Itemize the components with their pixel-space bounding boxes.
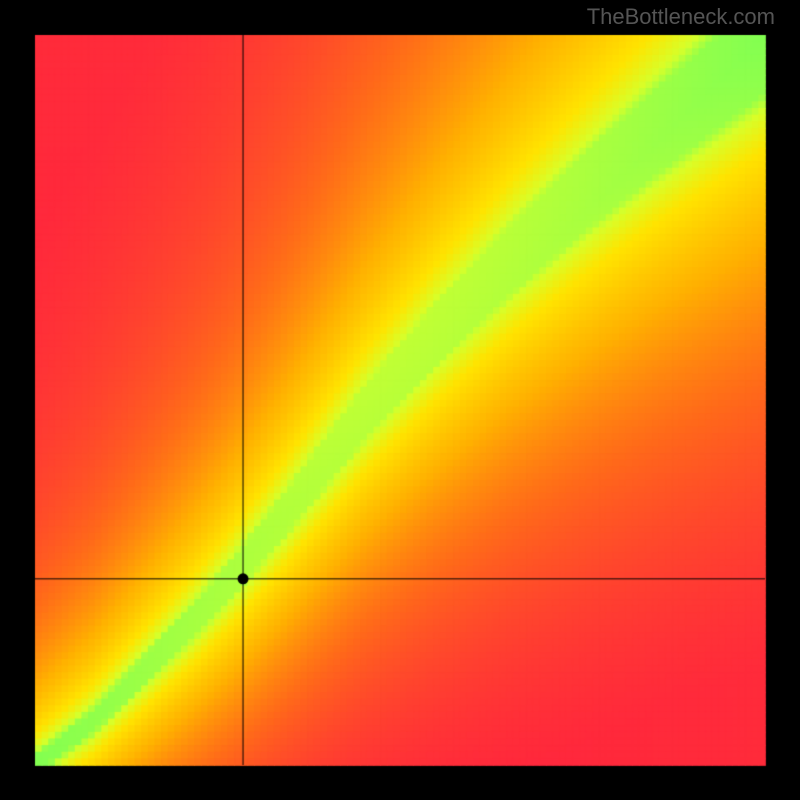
heatmap-canvas: [0, 0, 800, 800]
watermark-text: TheBottleneck.com: [587, 4, 775, 30]
